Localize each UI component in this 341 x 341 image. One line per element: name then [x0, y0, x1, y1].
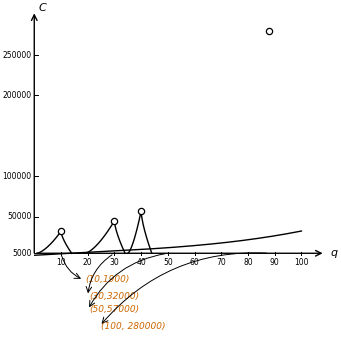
- Text: 60: 60: [190, 258, 199, 267]
- Text: (30,32000): (30,32000): [89, 292, 139, 301]
- Text: 70: 70: [217, 258, 226, 267]
- Text: q: q: [331, 248, 338, 258]
- Text: 50: 50: [163, 258, 173, 267]
- Text: 90: 90: [270, 258, 280, 267]
- Text: 200000: 200000: [2, 91, 32, 100]
- Text: 40: 40: [136, 258, 146, 267]
- Text: 50000: 50000: [7, 212, 32, 221]
- Text: 5000: 5000: [12, 249, 32, 258]
- Text: 250000: 250000: [2, 50, 32, 60]
- Text: (100, 280000): (100, 280000): [101, 322, 165, 330]
- Text: 100: 100: [294, 258, 309, 267]
- Text: (50,57000): (50,57000): [89, 306, 139, 314]
- Text: 100000: 100000: [2, 172, 32, 181]
- Text: C: C: [38, 3, 46, 13]
- Text: (10,1900): (10,1900): [85, 276, 129, 284]
- Text: 10: 10: [56, 258, 66, 267]
- Text: 30: 30: [109, 258, 119, 267]
- Text: 80: 80: [243, 258, 253, 267]
- Text: 20: 20: [83, 258, 92, 267]
